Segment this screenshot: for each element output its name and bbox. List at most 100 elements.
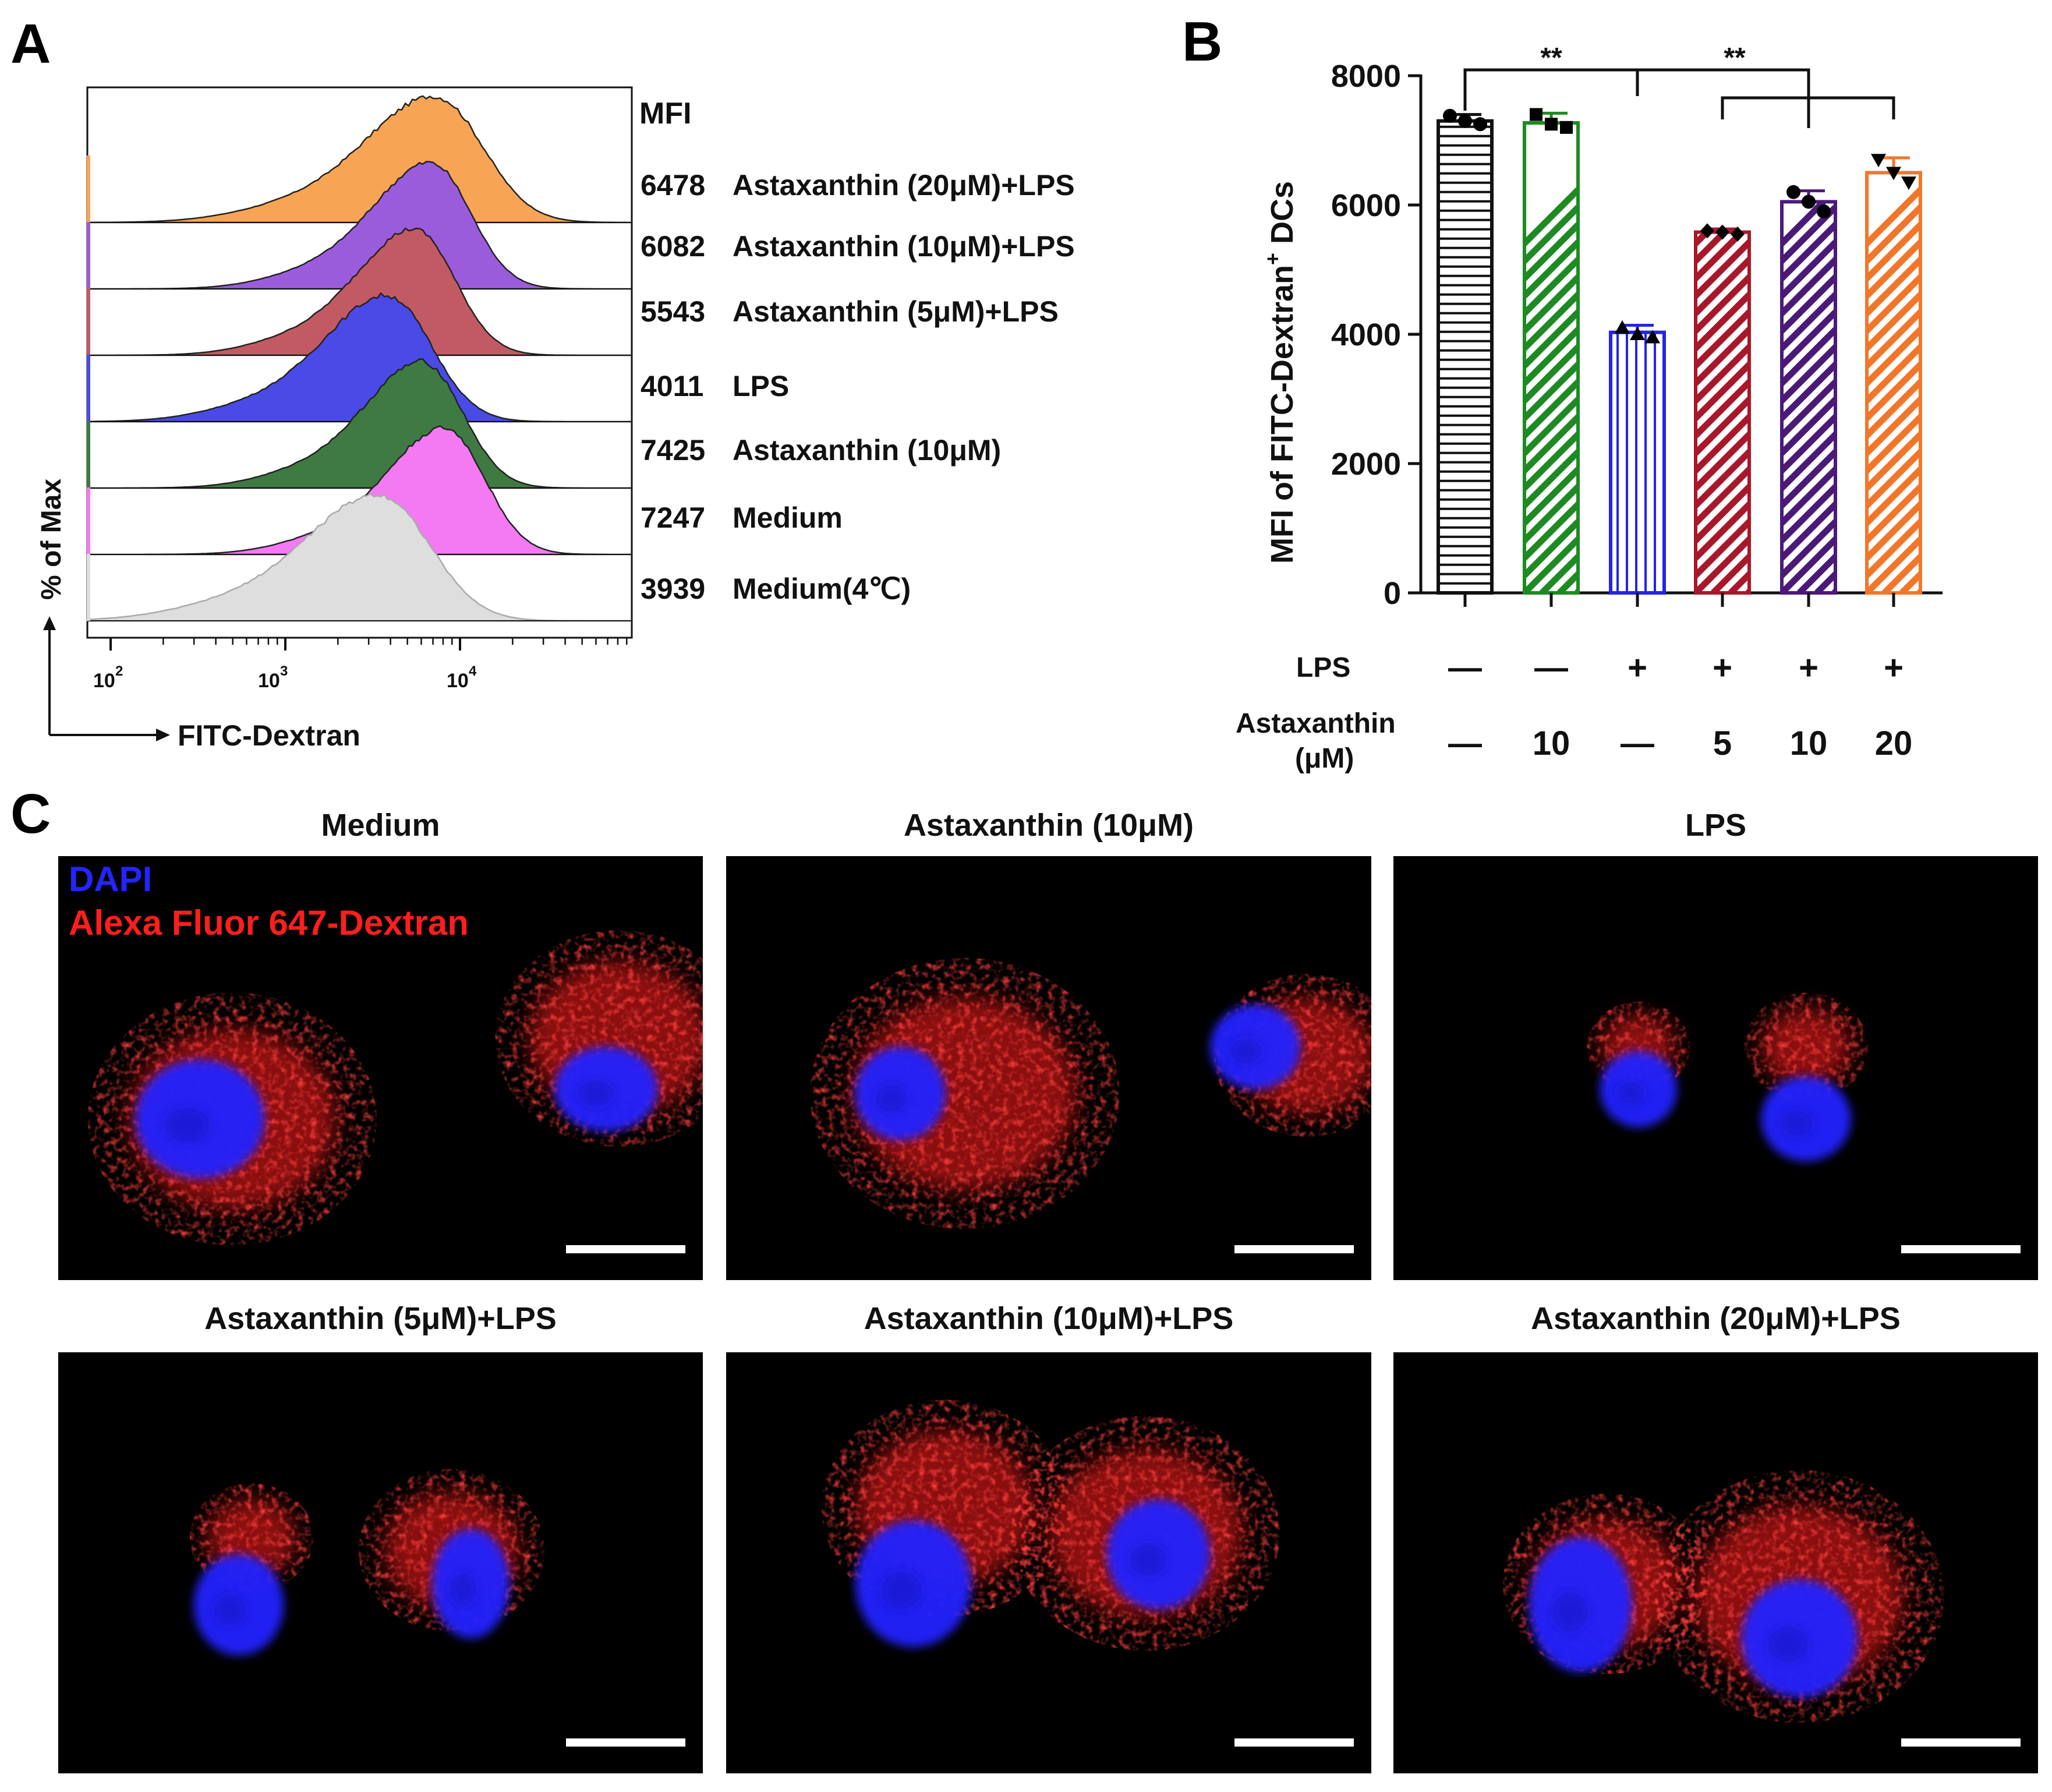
x-tick-exp: 3 <box>280 663 288 679</box>
bar-3 <box>1694 223 1751 595</box>
data-point <box>1530 108 1542 121</box>
row-mfi-value: 7425 <box>641 434 705 466</box>
x-tick-label-1000: 10 3 <box>258 663 288 692</box>
bracket-line <box>1463 68 1639 111</box>
data-point <box>1715 224 1729 240</box>
nucleus-texture <box>1767 1627 1809 1663</box>
panel-letter-b: B <box>1182 10 1222 73</box>
micrograph-title: Astaxanthin (5μM)+LPS <box>204 1301 557 1336</box>
row-condition-label: LPS <box>733 370 789 402</box>
data-point <box>1700 223 1714 239</box>
lps-cell: — <box>1448 649 1482 687</box>
y-tick-label: 2000 <box>1331 447 1401 482</box>
data-point <box>1560 121 1573 134</box>
histogram-6 <box>86 493 632 622</box>
cell-group <box>87 930 703 1246</box>
x-tick-exp: 4 <box>469 663 477 679</box>
bar-hatch <box>1616 332 1656 593</box>
nucleus-texture <box>1617 1081 1644 1105</box>
nucleus-texture <box>1781 1110 1813 1136</box>
bar-hatch <box>1782 202 1835 593</box>
astaxanthin-cell: 20 <box>1875 724 1913 762</box>
panel-b-bar-chart: 0 2000 4000 6000 8000 ** ** MFI of FITC-Dextra… <box>1236 43 1943 774</box>
row-mfi-value: 5543 <box>641 295 705 328</box>
mfi-header: MFI <box>639 97 692 130</box>
data-point <box>1630 327 1645 340</box>
dextran-speckle <box>810 958 1120 1229</box>
row-mfi-value: 6082 <box>641 230 705 263</box>
micrograph-5: Astaxanthin (20μM)+LPS <box>1393 1301 2038 1773</box>
legend-dextran: Alexa Fluor 647-Dextran <box>69 903 469 942</box>
cell-group <box>810 958 1371 1229</box>
data-point <box>1871 154 1886 168</box>
panel-a-histograms: MFI 6478 Astaxanthin (20μM)+LPS 6082 Astaxa… <box>36 86 1075 752</box>
significance-brackets: ** ** <box>1463 43 1895 128</box>
nucleus-texture <box>875 1084 907 1112</box>
micrograph-0: Medium <box>58 808 703 1280</box>
y-axis-title-main: MFI of FITC-Dextran <box>1265 265 1300 564</box>
scale-bar <box>566 1738 685 1747</box>
bar-hatch <box>1524 185 1578 593</box>
y-tick-label: 4000 <box>1331 317 1401 352</box>
data-point <box>1786 185 1800 199</box>
bar-plot: 0 2000 4000 6000 8000 ** ** <box>1331 43 1943 611</box>
row-condition-label: Astaxanthin (20μM)+LPS <box>733 169 1075 202</box>
bar-4 <box>1780 185 1837 595</box>
y-axis-title: MFI of FITC-Dextran+ DCs <box>1261 181 1300 564</box>
y-arrow-head-icon <box>43 616 56 630</box>
data-point <box>1458 114 1472 128</box>
lps-cell: + <box>1713 649 1732 687</box>
row-mfi-value: 4011 <box>641 370 703 402</box>
cell-group <box>821 1399 1280 1651</box>
row-mfi-value: 3939 <box>641 572 705 605</box>
bar-2 <box>1609 320 1666 595</box>
micrograph-grid: Medium Astaxanthin (10μM) LPS Astaxanthin (… <box>58 808 2038 1773</box>
cell-group <box>1503 1470 1944 1723</box>
micrograph-title: Astaxanthin (10μM) <box>904 808 1194 843</box>
data-point <box>1731 226 1745 242</box>
cell-group <box>1587 992 1868 1162</box>
x-axis-label: FITC-Dextran <box>178 719 360 752</box>
significance-label: ** <box>1540 43 1562 73</box>
lps-cell: + <box>1628 649 1647 687</box>
data-point <box>1545 118 1558 131</box>
dextran-speckle <box>1744 992 1868 1101</box>
legend-dapi: DAPI <box>69 860 152 899</box>
data-point <box>1886 167 1901 181</box>
micrograph-3: Astaxanthin (5μM)+LPS <box>58 1301 703 1773</box>
micrograph-2: LPS <box>1393 808 2038 1280</box>
x-tick-base: 10 <box>93 670 115 692</box>
y-tick-label: 6000 <box>1331 188 1401 223</box>
log-x-axis <box>109 638 628 651</box>
data-point <box>1645 330 1660 344</box>
nucleus-texture <box>164 1107 210 1143</box>
data-point <box>1443 108 1457 123</box>
histogram-stack <box>86 95 632 622</box>
micrograph-1: Astaxanthin (10μM) <box>726 808 1371 1280</box>
y-axis-title-tail: DCs <box>1265 181 1300 253</box>
row-label-unit: (μM) <box>1295 743 1354 774</box>
scale-bar <box>1234 1738 1354 1747</box>
nucleus-texture <box>578 1080 614 1107</box>
astaxanthin-cell: 10 <box>1790 724 1828 762</box>
nucleus-texture <box>1552 1591 1588 1632</box>
cell-group <box>189 1469 544 1656</box>
row-condition-label: Medium <box>733 501 843 534</box>
y-tick-label: 8000 <box>1331 59 1401 94</box>
data-point <box>1802 195 1816 209</box>
lps-cell: — <box>1534 649 1568 687</box>
lps-cell: + <box>1799 649 1819 687</box>
row-label-astaxanthin: Astaxanthin <box>1236 708 1396 739</box>
astaxanthin-cell: 10 <box>1533 724 1570 762</box>
astaxanthin-cell: 5 <box>1713 724 1732 762</box>
bar-0 <box>1437 108 1494 595</box>
condition-rows: — — + + + + — 10 — 5 10 20 <box>1448 649 1912 762</box>
x-tick-base: 10 <box>258 670 280 692</box>
x-tick-label-10000: 10 4 <box>447 663 477 692</box>
astaxanthin-cell: — <box>1448 724 1482 762</box>
bar-hatch <box>1438 125 1492 593</box>
data-point <box>1615 320 1630 334</box>
nucleus-texture <box>881 1571 922 1610</box>
lps-cell: + <box>1884 649 1904 687</box>
